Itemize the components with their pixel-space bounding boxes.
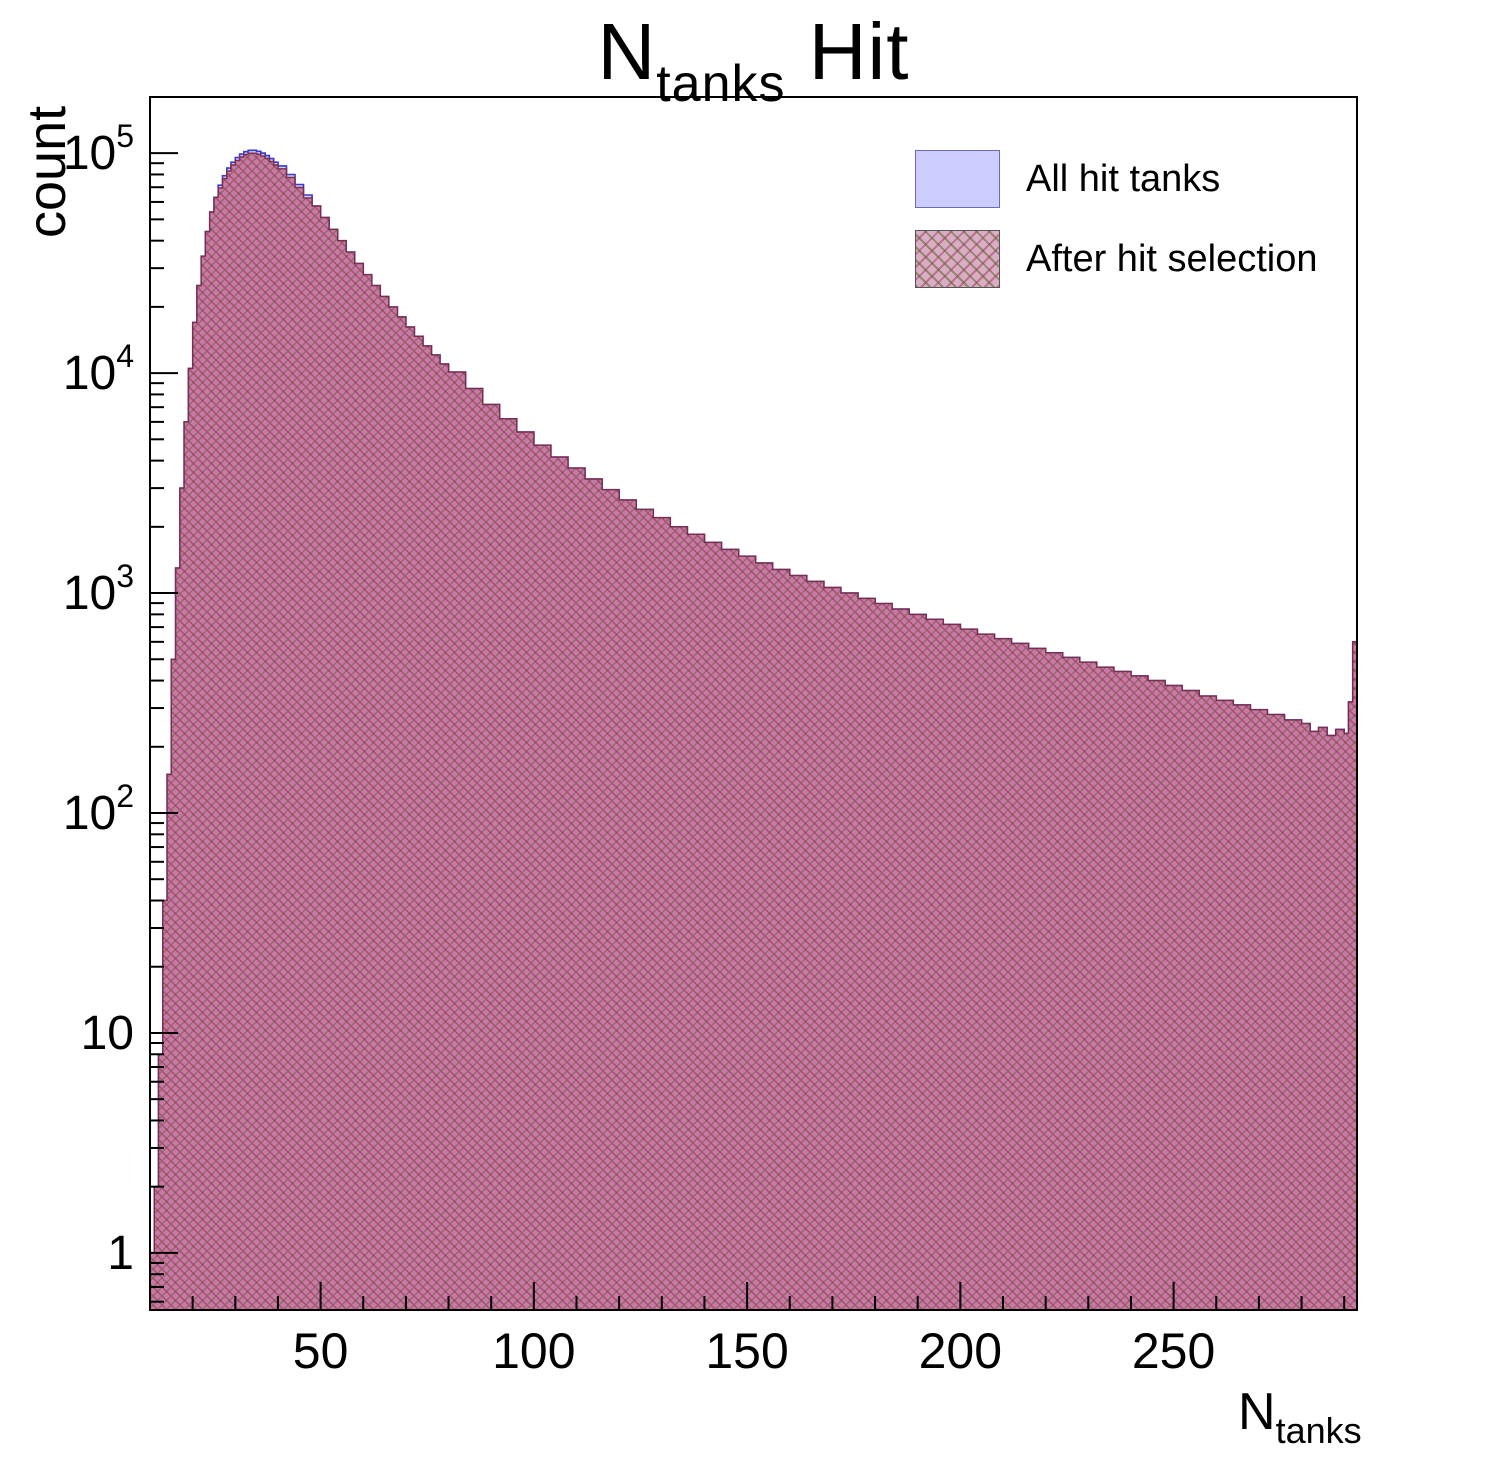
plot-frame: [149, 96, 1358, 1311]
y-tick-label: 1: [107, 1227, 134, 1280]
x-tick-label: 100: [492, 1323, 575, 1379]
legend-item-all-hit-tanks: All hit tanks: [915, 150, 1317, 208]
x-axis-title-main: N: [1238, 1383, 1276, 1441]
series-after-hit-selection: [149, 152, 1358, 1311]
y-tick-label: 102: [63, 778, 134, 840]
legend-swatch-all-hit-tanks: [915, 150, 1000, 208]
legend-swatch-after-hit-selection: [915, 230, 1000, 288]
legend-item-after-hit-selection: After hit selection: [915, 230, 1317, 288]
legend: All hit tanks After hit selection: [915, 150, 1317, 310]
x-axis-title-subscript: tanks: [1275, 1410, 1362, 1451]
x-tick-label: 200: [919, 1323, 1002, 1379]
x-tick-label: 250: [1132, 1323, 1215, 1379]
y-axis-title: count: [17, 105, 77, 238]
y-tick-label: 103: [63, 558, 134, 620]
x-tick-label: 50: [293, 1323, 349, 1379]
x-axis-title: Ntanks: [1238, 1382, 1362, 1452]
chart-title-rest: Hit: [785, 7, 910, 96]
x-tick-label: 150: [705, 1323, 788, 1379]
chart-title-main: N: [597, 7, 657, 96]
y-tick-label: 104: [63, 338, 134, 400]
chart-title: Ntanks Hit: [150, 6, 1357, 114]
legend-label-after-hit-selection: After hit selection: [1026, 237, 1318, 280]
axis-ticks: [149, 152, 1346, 1310]
legend-label-all-hit-tanks: All hit tanks: [1026, 157, 1221, 200]
axis-tick-labels: 50 100 150 200 250 1 10 102 103 104 105: [63, 118, 1216, 1379]
y-tick-label: 105: [63, 118, 134, 180]
chart-title-subscript: tanks: [656, 55, 786, 113]
y-tick-label: 10: [81, 1007, 134, 1060]
